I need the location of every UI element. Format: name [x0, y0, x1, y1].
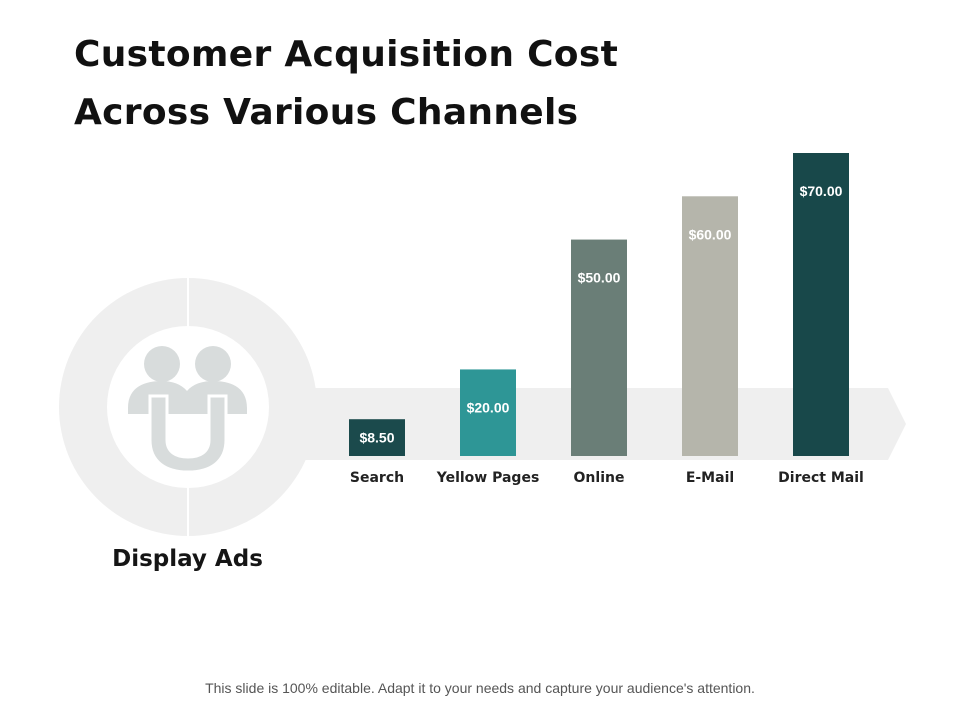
people-magnet-icon [128, 346, 247, 474]
category-label: Yellow Pages [436, 470, 540, 486]
category-label: Online [574, 470, 625, 486]
bar-direct-mail [793, 153, 849, 456]
bar-search [349, 419, 405, 456]
bar-value-label: $8.50 [359, 430, 394, 446]
bar-online [571, 239, 627, 456]
title-line-2: Across Various Channels [74, 92, 579, 133]
category-label: Direct Mail [778, 470, 864, 486]
category-label: Search [350, 470, 404, 486]
display-ads-label: Display Ads [112, 546, 263, 572]
category-label: E-Mail [686, 470, 734, 486]
bar-value-label: $50.00 [578, 270, 621, 286]
footer-note: This slide is 100% editable. Adapt it to… [205, 680, 755, 696]
bar-value-label: $20.00 [467, 399, 510, 415]
title-line-1: Customer Acquisition Cost [74, 34, 619, 75]
page-title: Customer Acquisition Cost Across Various… [74, 26, 618, 142]
bar-value-label: $60.00 [689, 226, 732, 242]
bar-value-label: $70.00 [800, 183, 843, 199]
bar-yellow-pages [460, 369, 516, 456]
bar-e-mail [682, 196, 738, 457]
